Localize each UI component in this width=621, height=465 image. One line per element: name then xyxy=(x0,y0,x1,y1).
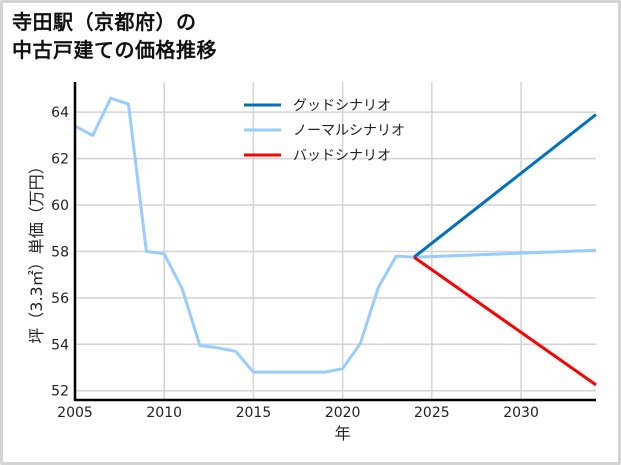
series-lines xyxy=(74,96,597,387)
y-tick-label: 64 xyxy=(51,105,69,121)
x-tick-label: 2020 xyxy=(325,405,361,421)
y-tick-label: 52 xyxy=(51,384,69,400)
legend-label-0: グッドシナリオ xyxy=(293,98,391,114)
legend-label-1: ノーマルシナリオ xyxy=(293,123,405,139)
chart-title-line-1: 寺田駅（京都府）の xyxy=(12,10,197,34)
x-tick-label: 2005 xyxy=(57,405,93,421)
y-tick-label: 54 xyxy=(51,337,69,353)
chart-title: 寺田駅（京都府）の 中古戸建ての価格推移 xyxy=(12,8,217,64)
x-tick-label: 2025 xyxy=(414,405,450,421)
x-tick-label: 2010 xyxy=(146,405,182,421)
y-tick-label: 56 xyxy=(51,291,69,307)
series-line-1 xyxy=(74,96,597,374)
legend-label-2: バッドシナリオ xyxy=(293,148,391,164)
y-tick-label: 60 xyxy=(51,198,69,214)
chart-title-line-2: 中古戸建ての価格推移 xyxy=(12,38,217,62)
x-tick-label: 2030 xyxy=(503,405,539,421)
y-tick-label: 62 xyxy=(51,152,69,168)
axes: 2005 2010 2015 2020 2025 2030 52 54 56 58 60 62 64 年 坪… xyxy=(27,82,596,443)
x-tick-label: 2015 xyxy=(236,405,272,421)
x-axis-label: 年 xyxy=(335,424,351,443)
series-line-2 xyxy=(413,255,597,387)
series-line-0 xyxy=(413,113,597,259)
y-axis-label: 坪（3.3㎡）単価（万円） xyxy=(27,158,46,343)
y-tick-label: 58 xyxy=(51,244,69,260)
